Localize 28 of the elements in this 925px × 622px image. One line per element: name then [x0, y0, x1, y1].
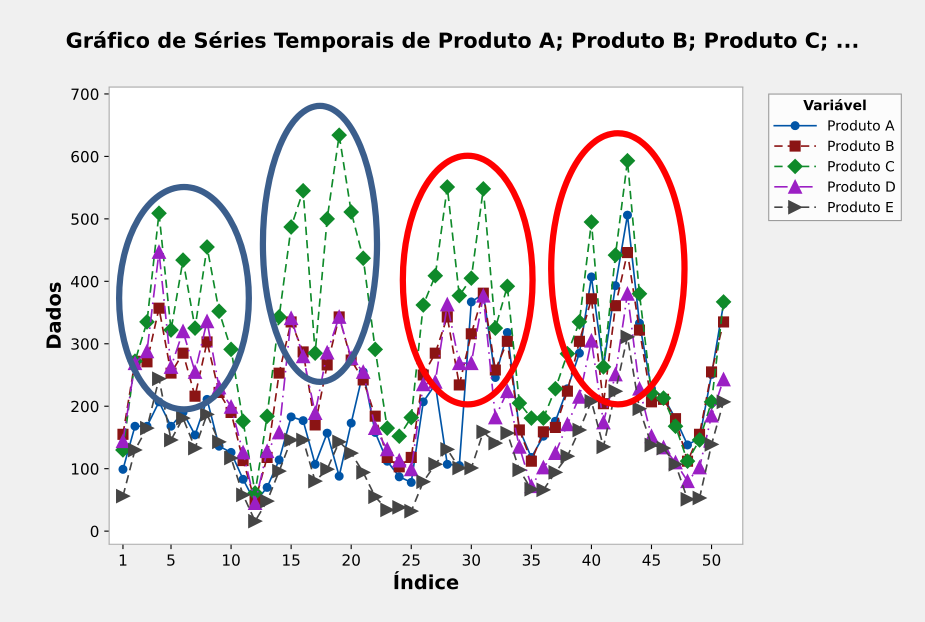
y-tick-label: 400 — [71, 276, 98, 288]
legend-label: Produto A — [828, 120, 894, 131]
legend-label: Produto C — [828, 160, 894, 172]
x-tick-label: 15 — [283, 554, 300, 566]
legend-label: Produto D — [828, 181, 895, 192]
y-tick-label: 600 — [71, 150, 98, 162]
x-tick-label: 50 — [703, 554, 720, 566]
y-tick-label: 500 — [71, 213, 98, 225]
x-tick-label: 25 — [402, 554, 420, 566]
x-tick-label: 10 — [223, 554, 240, 566]
legend-label: Produto B — [828, 140, 894, 152]
y-tick-label: 200 — [71, 400, 98, 412]
x-tick-label: 5 — [167, 554, 175, 566]
y-tick-label: 700 — [72, 88, 98, 100]
x-tick-label: 40 — [582, 554, 600, 566]
y-tick-label: 0 — [90, 526, 98, 538]
y-tick-label: 100 — [72, 463, 98, 475]
x-tick-label: 45 — [642, 554, 660, 566]
chart-title: Gráfico de Séries Temporais de Produto A; Produto B; Produto C; ... — [66, 31, 858, 52]
legend-title: Variável — [803, 99, 866, 110]
x-tick-label: 1 — [120, 554, 126, 566]
x-tick-label: 20 — [342, 554, 360, 566]
legend-label: Produto E — [828, 202, 893, 212]
x-axis-title: Índice — [394, 571, 458, 590]
y-axis-title: Dados — [46, 282, 61, 348]
x-tick-label: 30 — [462, 554, 480, 566]
x-tick-label: 35 — [522, 554, 540, 566]
y-tick-label: 300 — [71, 338, 98, 350]
